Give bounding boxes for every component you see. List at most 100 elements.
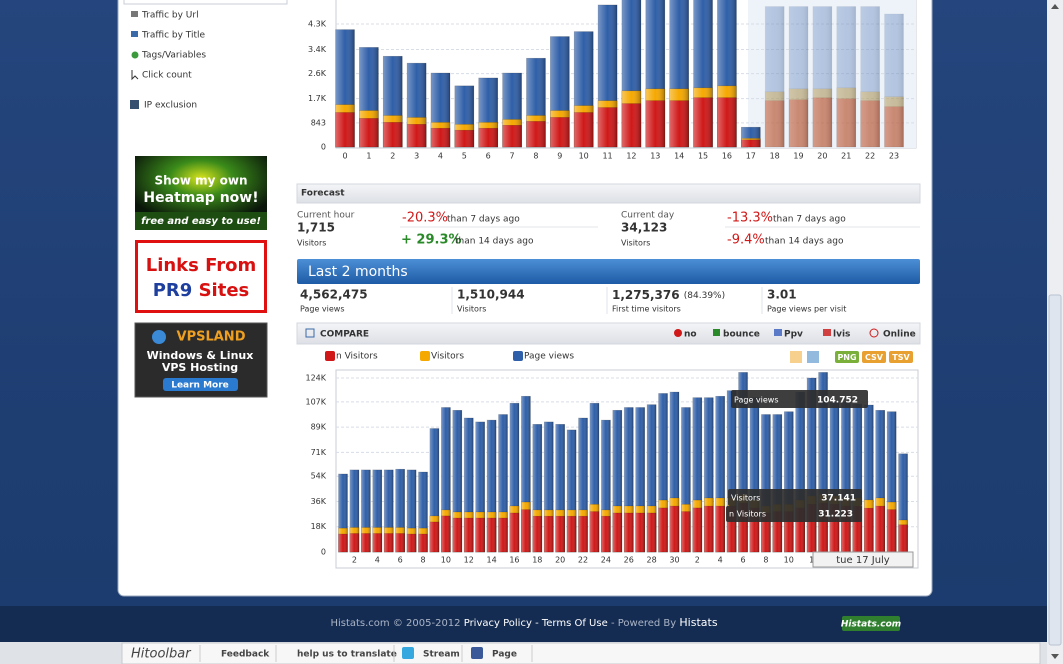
- bar-shade: [761, 414, 771, 552]
- legend-label: n Visitors: [336, 352, 378, 362]
- menu-item[interactable]: Traffic by Title: [141, 31, 206, 41]
- bar-shade: [487, 518, 497, 552]
- toolbar-item[interactable]: Stream: [423, 650, 460, 660]
- bar-shade: [338, 534, 348, 552]
- ad-text: VPS Hosting: [162, 361, 238, 374]
- x-tick-label: 18: [532, 556, 542, 565]
- chart-type-icon[interactable]: [790, 351, 802, 363]
- compare-option[interactable]: lvis: [833, 330, 850, 340]
- bar-shade: [589, 511, 599, 552]
- bar-shade: [852, 403, 862, 552]
- bar-shade: [509, 403, 519, 552]
- bar-shade: [852, 506, 862, 552]
- footer-logo[interactable]: [842, 616, 900, 631]
- bar-shade: [555, 424, 565, 552]
- menu-icon: [131, 70, 139, 81]
- toolbar-item[interactable]: Feedback: [221, 650, 270, 660]
- ad-vps[interactable]: VPSLAND Windows & Linux VPS Hosting Lear…: [134, 322, 268, 398]
- y-tick-label: 3.4K: [308, 45, 327, 54]
- ad-links[interactable]: Links From PR9 Sites: [135, 240, 267, 313]
- bar-shade: [738, 372, 748, 552]
- export-label[interactable]: CSV: [865, 353, 884, 362]
- x-tick-label: 6: [486, 152, 491, 161]
- y-tick-label: 107K: [305, 397, 326, 406]
- x-tick-label: 13: [650, 152, 660, 161]
- export-label[interactable]: PNG: [837, 353, 856, 362]
- export-button[interactable]: [835, 351, 859, 363]
- bar-shade: [478, 128, 498, 147]
- export-button[interactable]: [862, 351, 886, 363]
- compare-title: COMPARE: [320, 330, 369, 340]
- export-label[interactable]: TSV: [892, 353, 910, 362]
- chart-type-icon[interactable]: [807, 351, 819, 363]
- bar-shade: [578, 516, 588, 552]
- scroll-up[interactable]: [1051, 4, 1059, 9]
- compare-option[interactable]: Ppv: [784, 330, 803, 340]
- scrollbar-thumb[interactable]: [1048, 294, 1062, 646]
- bar-shade: [578, 417, 588, 552]
- bar-shade: [681, 407, 691, 552]
- bar-shade: [555, 516, 565, 552]
- bar-shade: [612, 410, 622, 552]
- bar-shade: [784, 411, 794, 552]
- ad-strip: [135, 212, 267, 230]
- bar-shade: [841, 506, 851, 552]
- bar-shade: [860, 100, 880, 147]
- x-tick-label: 12: [626, 152, 636, 161]
- bar-shade: [875, 506, 885, 552]
- bar-shade: [601, 516, 611, 552]
- bar-shade: [487, 420, 497, 552]
- bar-shade: [441, 515, 451, 552]
- toolbar-name[interactable]: Hitoolbar: [131, 647, 192, 662]
- footer-brand[interactable]: Histats: [679, 616, 717, 629]
- menu-item[interactable]: Tags/Variables: [141, 51, 206, 61]
- export-button[interactable]: [889, 351, 913, 363]
- page-icon: [471, 647, 483, 659]
- bar-shade: [772, 414, 782, 552]
- y-tick-label: 1.7K: [308, 94, 327, 103]
- compare-option[interactable]: bounce: [723, 330, 760, 340]
- scroll-down[interactable]: [1051, 654, 1059, 659]
- bar-shade: [502, 125, 522, 147]
- menu-item[interactable]: Traffic by Url: [141, 11, 199, 21]
- footer-logo-text[interactable]: Histats.com: [841, 620, 901, 630]
- bar-shade: [567, 516, 577, 552]
- bar-shade: [335, 112, 355, 147]
- x-tick-label: 9: [557, 152, 562, 161]
- compare-option[interactable]: Online: [883, 330, 916, 340]
- toolbar-item[interactable]: Page: [492, 650, 517, 660]
- ad-heatmap[interactable]: Show my own Heatmap now! free and easy t…: [135, 156, 267, 230]
- x-tick-label: 17: [746, 152, 756, 161]
- legend-label: Visitors: [431, 352, 464, 362]
- bar-shade: [765, 100, 785, 147]
- footer-link[interactable]: Privacy Policy: [464, 618, 532, 629]
- bar-shade: [704, 506, 714, 552]
- bar-shade: [349, 469, 359, 552]
- stat-label: Visitors: [457, 305, 486, 314]
- y-tick-label: 54K: [311, 472, 327, 481]
- bar-shade: [475, 421, 485, 552]
- forecast-value: 34,123: [621, 221, 667, 235]
- tooltip: Page views 104.752 Visitors 37.141 n Vis…: [726, 390, 914, 568]
- bar-shade: [807, 378, 817, 552]
- stat-value: 1,510,944: [457, 288, 525, 302]
- toolbar-item[interactable]: help us to translate: [297, 650, 397, 660]
- menu-item[interactable]: IP exclusion: [144, 101, 197, 111]
- bar-shade: [898, 453, 908, 552]
- forecast-change-text: than 7 days ago: [447, 215, 520, 225]
- bar-shade: [738, 503, 748, 552]
- bar-shade: [383, 122, 403, 147]
- x-tick-label: 22: [578, 556, 588, 565]
- compare-option[interactable]: no: [684, 330, 697, 340]
- bar-shade: [359, 118, 379, 147]
- bar-shade: [635, 512, 645, 552]
- bar-shade: [526, 121, 546, 147]
- footer-link[interactable]: Terms Of Use: [541, 618, 608, 629]
- forecast-unit: Visitors: [621, 239, 650, 248]
- stat-value: 4,562,475: [300, 288, 368, 302]
- legend-swatch: [513, 351, 523, 361]
- menu-item[interactable]: Click count: [142, 71, 192, 81]
- x-tick-label: 4: [438, 152, 443, 161]
- bar-shade: [864, 508, 874, 552]
